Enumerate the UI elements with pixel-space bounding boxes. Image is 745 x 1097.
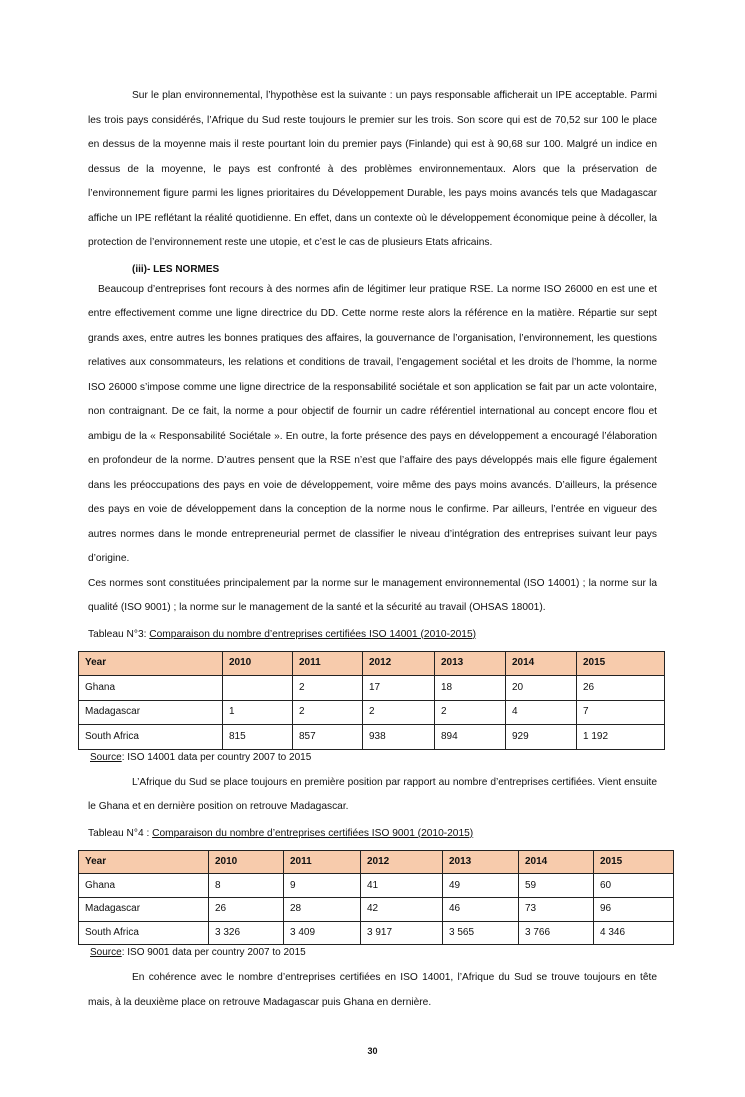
- table-cell: 46: [442, 896, 519, 922]
- table-cell: 8: [208, 873, 284, 898]
- section-heading: (iii)- LES NORMES: [132, 263, 220, 275]
- paragraph-table3-comment: L’Afrique du Sud se place toujours en pr…: [88, 776, 657, 813]
- table-cell: 1: [222, 699, 293, 725]
- table-cell: 938: [362, 724, 435, 750]
- table-cell: 20: [505, 675, 577, 701]
- paragraph-norm-list: Ces normes sont constituées principaleme…: [88, 577, 657, 614]
- table-cell: 815: [222, 724, 293, 750]
- table-cell: 3 326: [208, 920, 284, 946]
- header-cell: 2012: [360, 849, 443, 875]
- table-cell: 9: [283, 873, 361, 898]
- header-cell: 2013: [442, 849, 519, 875]
- paragraph-normes: Beaucoup d’entreprises font recours à de…: [88, 283, 657, 565]
- table-iso14001: Year 2010 2011 2012 2013 2014 2015 Ghana 2 17 18 20…: [78, 650, 665, 750]
- table-cell: South Africa: [78, 724, 223, 750]
- table-cell: South Africa: [78, 920, 209, 946]
- source-text: : ISO 14001 data per country 2007 to 201…: [121, 751, 312, 763]
- header-cell: 2010: [222, 650, 293, 676]
- page-number: 30: [367, 1046, 378, 1057]
- table-row: South Africa 3 326 3 409 3 917 3 565 3 766 4 3…: [78, 920, 674, 946]
- table4-caption: Tableau N°4 : Comparaison du nombre d’en…: [88, 826, 745, 842]
- table-header-row: Year 2010 2011 2012 2013 2014 2015: [78, 849, 674, 875]
- table4-label: Tableau N°4 :: [88, 827, 153, 839]
- table-row: Madagascar 1 2 2 2 4 7: [78, 699, 665, 725]
- table-cell: 3 917: [360, 920, 443, 946]
- header-cell: 2015: [593, 849, 674, 875]
- table3-label: Tableau N°3:: [88, 628, 150, 640]
- header-cell: 2011: [292, 650, 363, 676]
- table3-source: Source: ISO 14001 data per country 2007 …: [90, 751, 745, 765]
- table-cell: Madagascar: [78, 896, 209, 922]
- table-cell: 59: [518, 873, 594, 898]
- table-cell: 857: [292, 724, 363, 750]
- paragraph-table4-comment: En cohérence avec le nombre d’entreprise…: [88, 972, 657, 1008]
- table-cell: 49: [442, 873, 519, 898]
- table-cell: Ghana: [78, 675, 223, 701]
- table-cell: Madagascar: [78, 699, 223, 725]
- table3-title: Comparaison du nombre d’entreprises cert…: [149, 628, 477, 640]
- header-cell: 2013: [434, 650, 506, 676]
- table-cell: 2: [362, 699, 435, 725]
- table-cell: 1 192: [576, 724, 665, 750]
- table-cell: 3 565: [442, 920, 519, 946]
- table-cell: 2: [434, 699, 506, 725]
- table-cell: 96: [593, 896, 674, 922]
- table4-source: Source: ISO 9001 data per country 2007 t…: [90, 946, 745, 960]
- header-cell: Year: [78, 849, 209, 875]
- table-cell: 3 766: [518, 920, 594, 946]
- table-cell: 3 409: [283, 920, 361, 946]
- table-cell: 73: [518, 896, 594, 922]
- table-cell: 894: [434, 724, 506, 750]
- table-row: South Africa 815 857 938 894 929 1 192: [78, 724, 665, 750]
- table-cell: [222, 675, 293, 701]
- table-header-row: Year 2010 2011 2012 2013 2014 2015: [78, 650, 665, 676]
- table-cell: 929: [505, 724, 577, 750]
- table-row: Ghana 8 9 41 49 59 60: [78, 873, 674, 898]
- paragraph-environment: Sur le plan environnemental, l’hypothèse…: [88, 90, 657, 248]
- table-iso9001: Year 2010 2011 2012 2013 2014 2015 Ghana 8 9 41 49 5…: [78, 849, 674, 946]
- table-cell: 42: [360, 896, 443, 922]
- source-text: : ISO 9001 data per country 2007 to 2015: [121, 947, 306, 959]
- table-cell: 4 346: [593, 920, 674, 946]
- table-cell: 26: [576, 675, 665, 701]
- table-cell: 2: [292, 699, 363, 725]
- table3-caption: Tableau N°3: Comparaison du nombre d’ent…: [88, 627, 745, 643]
- table-cell: 18: [434, 675, 506, 701]
- table-cell: 2: [292, 675, 363, 701]
- table-cell: Ghana: [78, 873, 209, 898]
- table-cell: 4: [505, 699, 577, 725]
- header-cell: 2012: [362, 650, 435, 676]
- source-label: Source: [90, 751, 122, 763]
- table-row: Ghana 2 17 18 20 26: [78, 675, 665, 701]
- header-cell: 2011: [283, 849, 361, 875]
- header-cell: Year: [78, 650, 223, 676]
- table-cell: 41: [360, 873, 443, 898]
- header-cell: 2014: [518, 849, 594, 875]
- source-label: Source: [90, 947, 122, 959]
- table4-title: Comparaison du nombre d’entreprises cert…: [152, 827, 474, 839]
- table-row: Madagascar 26 28 42 46 73 96: [78, 896, 674, 922]
- table-cell: 17: [362, 675, 435, 701]
- header-cell: 2014: [505, 650, 577, 676]
- header-cell: 2015: [576, 650, 665, 676]
- table-cell: 60: [593, 873, 674, 898]
- table-cell: 7: [576, 699, 665, 725]
- table-cell: 28: [283, 896, 361, 922]
- header-cell: 2010: [208, 849, 284, 875]
- table-cell: 26: [208, 896, 284, 922]
